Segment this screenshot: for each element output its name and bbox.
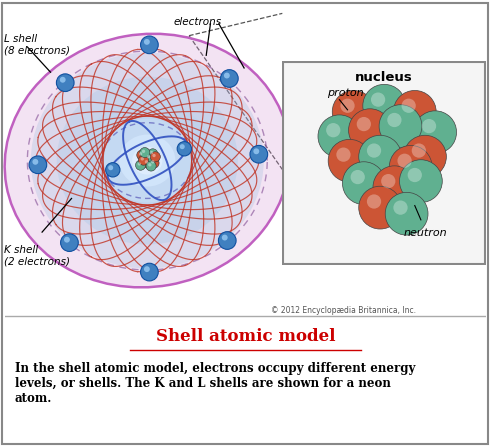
Text: nucleus: nucleus xyxy=(355,71,413,84)
Text: K shell
(2 electrons): K shell (2 electrons) xyxy=(4,245,70,266)
Ellipse shape xyxy=(31,53,264,268)
Circle shape xyxy=(371,92,385,107)
Circle shape xyxy=(414,111,457,153)
Circle shape xyxy=(389,145,432,188)
Circle shape xyxy=(222,235,228,240)
Circle shape xyxy=(385,192,428,235)
Circle shape xyxy=(224,73,230,78)
Circle shape xyxy=(342,162,385,205)
FancyBboxPatch shape xyxy=(283,62,485,264)
Circle shape xyxy=(250,145,268,163)
Circle shape xyxy=(397,153,412,168)
Circle shape xyxy=(106,163,120,177)
Circle shape xyxy=(56,74,74,91)
Circle shape xyxy=(367,194,381,209)
Circle shape xyxy=(351,170,365,184)
Ellipse shape xyxy=(81,99,214,223)
Circle shape xyxy=(140,36,158,54)
Circle shape xyxy=(340,99,355,113)
Text: Shell atomic model: Shell atomic model xyxy=(156,328,335,345)
Circle shape xyxy=(148,163,152,166)
Circle shape xyxy=(363,84,406,127)
Circle shape xyxy=(32,159,38,165)
Circle shape xyxy=(60,234,78,252)
Circle shape xyxy=(150,151,153,154)
Circle shape xyxy=(138,155,149,165)
Circle shape xyxy=(373,166,416,209)
Circle shape xyxy=(144,39,150,45)
Circle shape xyxy=(220,70,238,87)
Text: electrons: electrons xyxy=(174,17,222,28)
Circle shape xyxy=(144,266,150,272)
Text: neutron: neutron xyxy=(403,228,447,238)
Ellipse shape xyxy=(56,77,238,244)
Ellipse shape xyxy=(119,135,175,186)
Circle shape xyxy=(148,149,158,159)
Circle shape xyxy=(318,115,361,158)
Circle shape xyxy=(422,119,436,133)
Circle shape xyxy=(150,152,161,162)
Circle shape xyxy=(336,148,351,162)
FancyBboxPatch shape xyxy=(2,3,488,444)
Circle shape xyxy=(137,162,141,165)
Text: In the shell atomic model, electrons occupy different energy
levels, or shells. : In the shell atomic model, electrons occ… xyxy=(15,362,415,405)
Circle shape xyxy=(139,152,142,156)
Circle shape xyxy=(146,161,156,171)
Circle shape xyxy=(180,144,185,149)
Text: proton: proton xyxy=(327,87,364,98)
Circle shape xyxy=(253,149,259,154)
Text: © 2012 Encyclopædia Britannica, Inc.: © 2012 Encyclopædia Britannica, Inc. xyxy=(271,306,416,314)
Circle shape xyxy=(400,160,442,202)
Circle shape xyxy=(147,155,150,158)
Circle shape xyxy=(349,109,391,152)
Circle shape xyxy=(140,157,144,161)
Circle shape xyxy=(142,149,145,153)
Circle shape xyxy=(332,91,375,133)
Text: L shell
(8 electrons): L shell (8 electrons) xyxy=(4,34,70,56)
Circle shape xyxy=(143,158,153,168)
Circle shape xyxy=(108,165,113,170)
Circle shape xyxy=(145,153,155,163)
Circle shape xyxy=(359,135,402,178)
Circle shape xyxy=(60,77,66,83)
Circle shape xyxy=(381,174,395,188)
Circle shape xyxy=(149,158,159,168)
Circle shape xyxy=(408,168,422,182)
Circle shape xyxy=(359,186,402,229)
Circle shape xyxy=(356,117,371,131)
Circle shape xyxy=(328,139,371,182)
Ellipse shape xyxy=(132,147,163,174)
Circle shape xyxy=(367,144,381,158)
Circle shape xyxy=(145,160,148,164)
Circle shape xyxy=(404,135,446,178)
Circle shape xyxy=(140,263,158,281)
Circle shape xyxy=(152,154,156,157)
Circle shape xyxy=(137,150,147,160)
Circle shape xyxy=(393,91,436,133)
Circle shape xyxy=(387,113,402,127)
Circle shape xyxy=(136,160,146,170)
Circle shape xyxy=(326,123,340,137)
Circle shape xyxy=(64,237,70,243)
Circle shape xyxy=(151,160,155,164)
Circle shape xyxy=(402,99,416,113)
Circle shape xyxy=(412,144,426,158)
Circle shape xyxy=(379,105,422,148)
Circle shape xyxy=(177,142,191,156)
Circle shape xyxy=(140,148,150,157)
Circle shape xyxy=(218,231,236,249)
Circle shape xyxy=(393,201,408,215)
Ellipse shape xyxy=(5,34,290,287)
Ellipse shape xyxy=(102,119,192,202)
Circle shape xyxy=(29,156,47,173)
